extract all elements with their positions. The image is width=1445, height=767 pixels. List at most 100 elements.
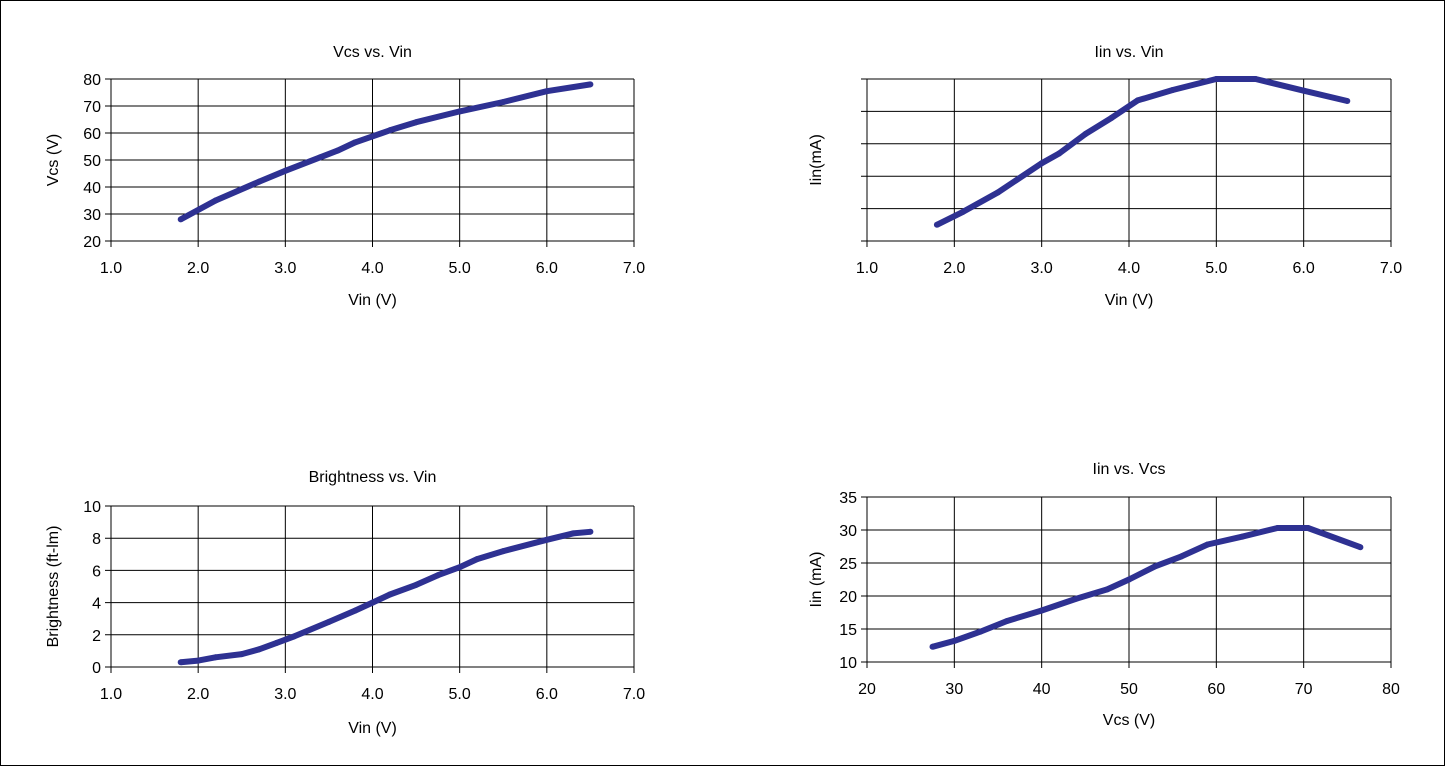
- y-tick-label: 30: [83, 207, 101, 224]
- data-point: [1038, 607, 1045, 614]
- data-point: [413, 581, 420, 588]
- x-tick-label: 7.0: [623, 260, 645, 277]
- data-point: [1152, 563, 1159, 570]
- data-point: [543, 536, 550, 543]
- y-axis-label: Iin (mA): [808, 552, 825, 608]
- data-point: [1305, 525, 1311, 531]
- chart-3: 0 2 4 6 8 10 1.0 2.0 3.0 4.0 5.0 6.0 7.0 Brightness v…: [45, 469, 645, 737]
- x-tick-label: 40: [1033, 681, 1051, 698]
- data-point: [413, 119, 420, 126]
- y-tick-label: 4: [92, 596, 101, 613]
- data-point: [1178, 553, 1185, 560]
- x-tick-label: 6.0: [1293, 260, 1315, 277]
- data-point: [587, 81, 594, 88]
- data-point: [238, 651, 245, 658]
- data-point: [960, 208, 967, 215]
- data-point: [543, 88, 550, 95]
- data-point: [1169, 87, 1176, 93]
- data-point: [1126, 576, 1132, 583]
- data-point: [951, 637, 958, 644]
- data-point: [212, 654, 219, 661]
- data-point: [273, 639, 280, 646]
- data-point: [1357, 544, 1364, 551]
- x-tick-label: 30: [945, 681, 963, 698]
- chart-4: 10 15 20 25 30 35 20 30 40 50 60 70 80 Iin vs. Vcs Vcs…: [808, 461, 1400, 729]
- data-point: [1204, 541, 1211, 548]
- x-tick-label: 5.0: [449, 686, 471, 703]
- y-tick-label: 70: [83, 99, 101, 116]
- chart-1: 20 30 40 50 60 70 80 1.0 2.0 3.0 4.0 5.0 6.0 7.0 Vcs v…: [45, 44, 645, 309]
- data-point: [587, 528, 594, 535]
- data-point: [1134, 97, 1141, 104]
- x-tick-label: 5.0: [449, 260, 471, 277]
- data-point: [352, 607, 359, 614]
- data-point: [386, 591, 393, 598]
- x-tick-label: 7.0: [623, 686, 645, 703]
- y-tick-label: 20: [839, 589, 857, 606]
- y-tick-label: 8: [92, 531, 101, 548]
- x-tick-label: 1.0: [100, 260, 122, 277]
- chart-title: Iin vs. Vin: [1094, 44, 1163, 61]
- data-point: [282, 167, 289, 174]
- x-tick-label: 1.0: [100, 686, 122, 703]
- y-tick-label: 15: [839, 622, 857, 639]
- data-point: [386, 127, 393, 134]
- y-tick-label: 80: [83, 72, 101, 89]
- x-tick-label: 6.0: [536, 686, 558, 703]
- data-point: [317, 154, 324, 161]
- x-tick-label: 3.0: [274, 260, 296, 277]
- x-axis-label: Vcs (V): [1103, 712, 1155, 729]
- y-tick-label: 2: [92, 628, 101, 645]
- y-tick-label: 40: [83, 180, 101, 197]
- data-point: [474, 556, 481, 563]
- x-tick-label: 4.0: [361, 260, 383, 277]
- x-tick-label: 4.0: [1118, 260, 1140, 277]
- x-tick-label: 70: [1295, 681, 1313, 698]
- x-tick-label: 80: [1382, 681, 1400, 698]
- series-line: [180, 528, 591, 666]
- x-axis-label: Vin (V): [1105, 292, 1154, 309]
- data-point: [212, 197, 219, 204]
- x-axis-label: Vin (V): [348, 292, 397, 309]
- x-tick-label: 3.0: [1031, 260, 1053, 277]
- data-point: [1104, 586, 1111, 593]
- data-point: [177, 216, 184, 223]
- x-tick-label: 2.0: [943, 260, 965, 277]
- x-tick-label: 2.0: [187, 686, 209, 703]
- x-tick-label: 50: [1120, 681, 1138, 698]
- data-point: [352, 139, 359, 146]
- data-point: [291, 633, 298, 640]
- y-tick-label: 10: [839, 655, 857, 672]
- data-point: [256, 646, 263, 653]
- data-point: [1239, 533, 1246, 540]
- data-point: [1108, 114, 1115, 121]
- y-tick-label: 6: [92, 563, 101, 580]
- data-point: [1344, 98, 1351, 104]
- y-tick-label: 50: [83, 153, 101, 170]
- data-point: [325, 618, 332, 625]
- y-tick-label: 20: [83, 234, 101, 251]
- data-point: [1038, 160, 1045, 167]
- x-tick-label: 2.0: [187, 260, 209, 277]
- y-tick-label: 10: [83, 499, 101, 516]
- data-point: [1213, 76, 1220, 82]
- data-point: [195, 657, 202, 664]
- data-point: [1003, 618, 1010, 625]
- data-point: [369, 599, 376, 606]
- x-tick-label: 4.0: [361, 686, 383, 703]
- data-point: [570, 530, 576, 537]
- data-point: [434, 572, 441, 579]
- data-point: [500, 548, 507, 555]
- y-axis-label: Brightness (ft-lm): [45, 526, 62, 648]
- y-tick-label: 30: [839, 523, 857, 540]
- x-tick-label: 60: [1207, 681, 1225, 698]
- data-point: [995, 189, 1001, 196]
- x-axis-label: Vin (V): [348, 720, 397, 737]
- chart-title: Iin vs. Vcs: [1093, 461, 1166, 478]
- data-point: [1082, 131, 1089, 138]
- y-axis-label: Vcs (V): [45, 134, 62, 186]
- data-point: [177, 659, 184, 666]
- x-tick-label: 3.0: [274, 686, 296, 703]
